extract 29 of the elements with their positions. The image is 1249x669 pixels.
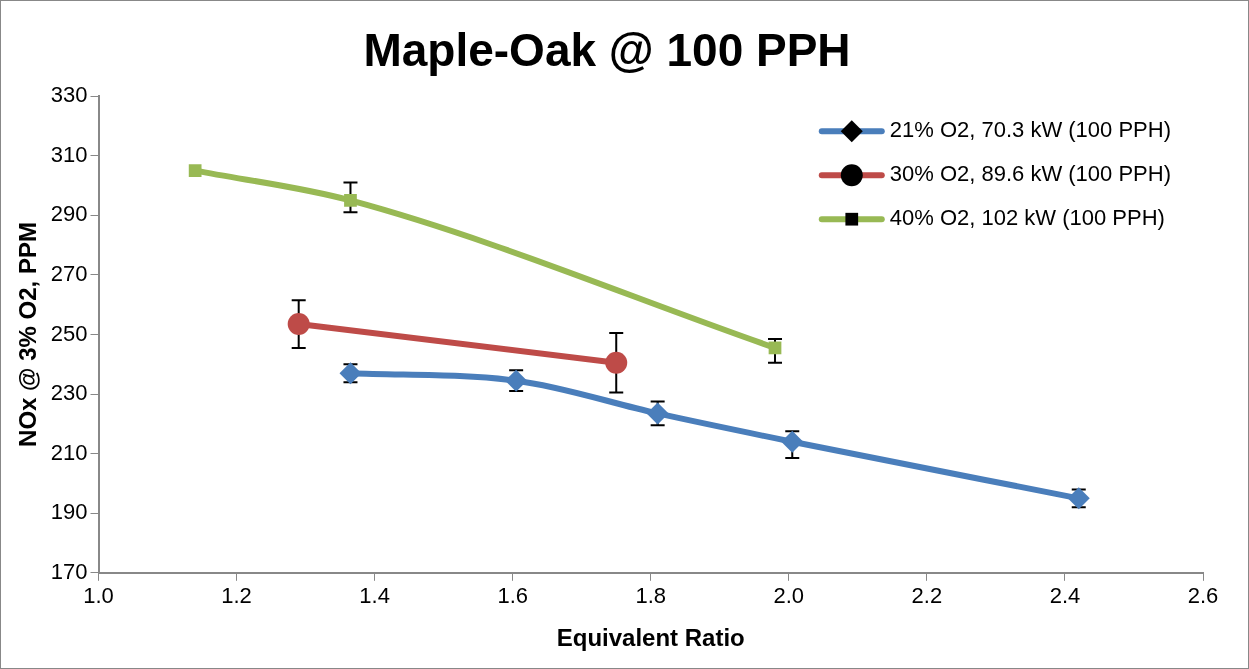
x-tick-label: 2.4	[1049, 583, 1081, 609]
y-tick-label: 330	[50, 82, 88, 108]
y-tick-label: 290	[50, 201, 88, 227]
chart-title: Maple-Oak @ 100 PPH	[363, 24, 851, 77]
y-tick-label: 210	[50, 439, 88, 465]
y-tick-label: 190	[50, 499, 88, 525]
x-tick-label: 1.0	[83, 583, 114, 609]
y-axis-title: NOx @ 3% O2, PPM	[14, 222, 42, 447]
x-tick-label: 1.8	[635, 583, 667, 609]
x-axis-title: Equivalent Ratio	[556, 624, 745, 652]
y-tick-label: 270	[50, 260, 88, 286]
x-tick-label: 2.2	[911, 583, 943, 609]
y-tick-label: 310	[50, 141, 88, 167]
legend-label: 21% O2, 70.3 kW (100 PPH)	[889, 117, 1171, 143]
y-tick-label: 170	[50, 558, 88, 584]
y-tick-label: 250	[50, 320, 88, 346]
point	[287, 313, 310, 336]
x-tick-label: 2.0	[773, 583, 805, 609]
x-tick-label: 1.4	[359, 583, 390, 609]
point	[344, 194, 357, 207]
x-tick-label: 1.2	[221, 583, 252, 609]
point	[781, 430, 804, 453]
x-tick-label: 2.6	[1187, 583, 1219, 609]
x-tick-label: 1.6	[497, 583, 528, 609]
point	[605, 351, 628, 374]
y-tick-label: 230	[50, 380, 88, 406]
point	[188, 164, 202, 178]
legend-label: 40% O2, 102 kW (100 PPH)	[889, 205, 1165, 231]
legend-label: 30% O2, 89.6 kW (100 PPH)	[889, 161, 1171, 187]
